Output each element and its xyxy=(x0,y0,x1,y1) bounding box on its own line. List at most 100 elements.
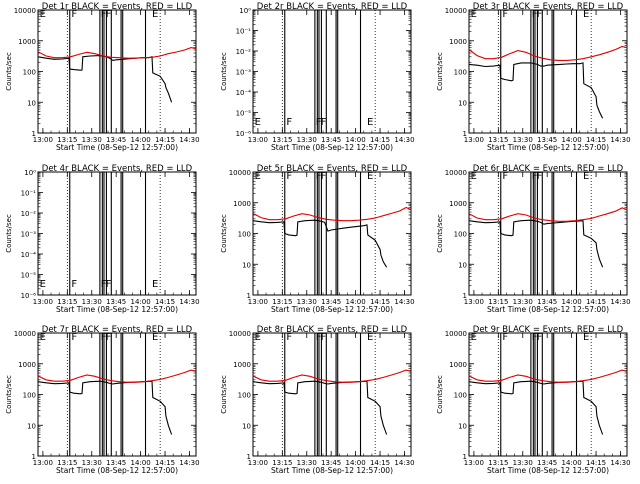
y-tick-label: 10000 xyxy=(445,330,467,338)
x-tick-label: 14:00 xyxy=(562,298,582,306)
series-line-lld xyxy=(252,369,412,383)
y-tick-label: 10⁻³ xyxy=(236,69,252,77)
panel-det4: Det 4r BLACK = Events, RED = LLD Counts/s… xyxy=(5,164,200,314)
y-tick-label: 10000 xyxy=(445,169,467,177)
y-tick-label: 10⁻⁴ xyxy=(236,89,252,97)
flag-letter: E xyxy=(471,9,477,20)
y-tick-label: 10000 xyxy=(229,169,251,177)
x-tick-label: 13:15 xyxy=(488,298,508,306)
series-line-events xyxy=(468,380,604,435)
panel-det9: Det 9r BLACK = Events, RED = LLD Counts/s… xyxy=(436,325,631,475)
series-line-events xyxy=(468,219,604,268)
y-tick-label: 10⁻⁶ xyxy=(236,130,252,138)
flag-letter: F xyxy=(502,171,508,182)
x-axis-label: Start Time (08-Sep-12 12:57:00) xyxy=(271,466,393,475)
x-tick-label: 14:00 xyxy=(562,136,582,144)
x-tick-label: 14:00 xyxy=(346,298,366,306)
x-tick-label: 14:00 xyxy=(346,136,366,144)
x-axis-label: Start Time (08-Sep-12 12:57:00) xyxy=(56,305,178,314)
x-tick-label: 14:15 xyxy=(370,298,390,306)
x-tick-label: 14:30 xyxy=(179,459,199,467)
x-tick-label: 13:45 xyxy=(106,459,126,467)
x-tick-label: 13:00 xyxy=(33,136,53,144)
flag-letter: F xyxy=(71,332,77,343)
y-tick-label: 10000 xyxy=(14,7,36,15)
flag-letter: F xyxy=(321,117,327,128)
x-tick-label: 14:00 xyxy=(346,459,366,467)
y-tick-label: 10⁰ xyxy=(239,7,251,15)
flag-letter: F xyxy=(101,332,107,343)
panel-title: Det 5r BLACK = Events, RED = LLD xyxy=(257,164,408,174)
flag-letter: F xyxy=(502,332,508,343)
flag-letter: F xyxy=(316,117,322,128)
x-tick-label: 13:30 xyxy=(82,459,102,467)
x-tick-label: 13:45 xyxy=(321,136,341,144)
x-tick-label: 14:15 xyxy=(155,136,175,144)
x-axis-label: Start Time (08-Sep-12 12:57:00) xyxy=(487,143,609,152)
panel-title: Det 3r BLACK = Events, RED = LLD xyxy=(473,2,624,12)
y-tick-label: 1000 xyxy=(18,38,36,46)
x-tick-label: 14:15 xyxy=(155,459,175,467)
flag-letter: F xyxy=(532,9,538,20)
y-tick-label: 100 xyxy=(238,231,251,239)
y-tick-label: 1 xyxy=(247,292,251,300)
y-tick-label: 100 xyxy=(454,231,467,239)
series-line-events xyxy=(252,380,388,435)
y-tick-label: 10⁻¹ xyxy=(21,190,37,198)
y-tick-label: 10 xyxy=(458,99,467,107)
x-tick-label: 13:15 xyxy=(57,298,77,306)
y-axis-label: Counts/sec xyxy=(220,52,228,91)
flag-letter: F xyxy=(106,332,112,343)
flag-letter: E xyxy=(255,117,261,128)
panel-title: Det 7r BLACK = Events, RED = LLD xyxy=(42,325,193,335)
x-tick-label: 13:45 xyxy=(106,136,126,144)
x-tick-label: 13:30 xyxy=(513,136,533,144)
flag-letter: E xyxy=(471,332,477,343)
flag-letter: F xyxy=(101,279,107,290)
y-tick-label: 10 xyxy=(242,422,251,430)
y-tick-label: 1000 xyxy=(233,361,251,369)
y-tick-label: 1000 xyxy=(449,38,467,46)
panel-title: Det 2r BLACK = Events, RED = LLD xyxy=(257,2,408,12)
x-tick-label: 14:00 xyxy=(131,136,151,144)
x-tick-label: 14:30 xyxy=(610,136,630,144)
x-tick-label: 14:15 xyxy=(586,136,606,144)
x-tick-label: 13:30 xyxy=(297,136,317,144)
flag-letter: F xyxy=(71,279,77,290)
x-axis-label: Start Time (08-Sep-12 12:57:00) xyxy=(271,305,393,314)
x-tick-label: 14:30 xyxy=(610,459,630,467)
y-tick-label: 10⁻⁴ xyxy=(21,251,37,259)
flag-letter: E xyxy=(40,279,46,290)
x-tick-label: 13:15 xyxy=(272,136,292,144)
y-tick-label: 1 xyxy=(32,453,36,461)
x-tick-label: 13:30 xyxy=(513,298,533,306)
y-tick-label: 10⁻¹ xyxy=(236,28,252,36)
x-tick-label: 13:00 xyxy=(464,459,484,467)
panel-det7: Det 7r BLACK = Events, RED = LLD Counts/s… xyxy=(5,325,200,475)
x-tick-label: 13:30 xyxy=(297,298,317,306)
panel-det6: Det 6r BLACK = Events, RED = LLD Counts/s… xyxy=(436,164,631,314)
y-tick-label: 10⁰ xyxy=(24,169,36,177)
x-tick-label: 13:00 xyxy=(248,459,268,467)
flag-letter: F xyxy=(106,9,112,20)
plot-frame xyxy=(252,9,412,134)
series-line-events xyxy=(468,62,604,119)
x-tick-label: 13:00 xyxy=(33,298,53,306)
x-axis-label: Start Time (08-Sep-12 12:57:00) xyxy=(487,305,609,314)
series-line-events xyxy=(37,380,173,435)
x-tick-label: 13:45 xyxy=(537,136,557,144)
y-tick-label: 10⁻⁵ xyxy=(21,272,37,280)
x-tick-label: 13:45 xyxy=(537,459,557,467)
flag-letter: E xyxy=(583,332,589,343)
series-line-lld xyxy=(37,369,197,383)
panel-det2: Det 2r BLACK = Events, RED = LLD Counts/s… xyxy=(220,2,415,152)
x-tick-label: 14:30 xyxy=(179,136,199,144)
y-axis-label: Counts/sec xyxy=(5,375,13,414)
y-tick-label: 1 xyxy=(463,292,467,300)
flag-letter: F xyxy=(286,332,292,343)
panel-title: Det 8r BLACK = Events, RED = LLD xyxy=(257,325,408,335)
x-tick-label: 14:30 xyxy=(394,459,414,467)
panel-det8: Det 8r BLACK = Events, RED = LLD Counts/s… xyxy=(220,325,415,475)
x-tick-label: 13:15 xyxy=(488,136,508,144)
x-tick-label: 13:15 xyxy=(272,459,292,467)
